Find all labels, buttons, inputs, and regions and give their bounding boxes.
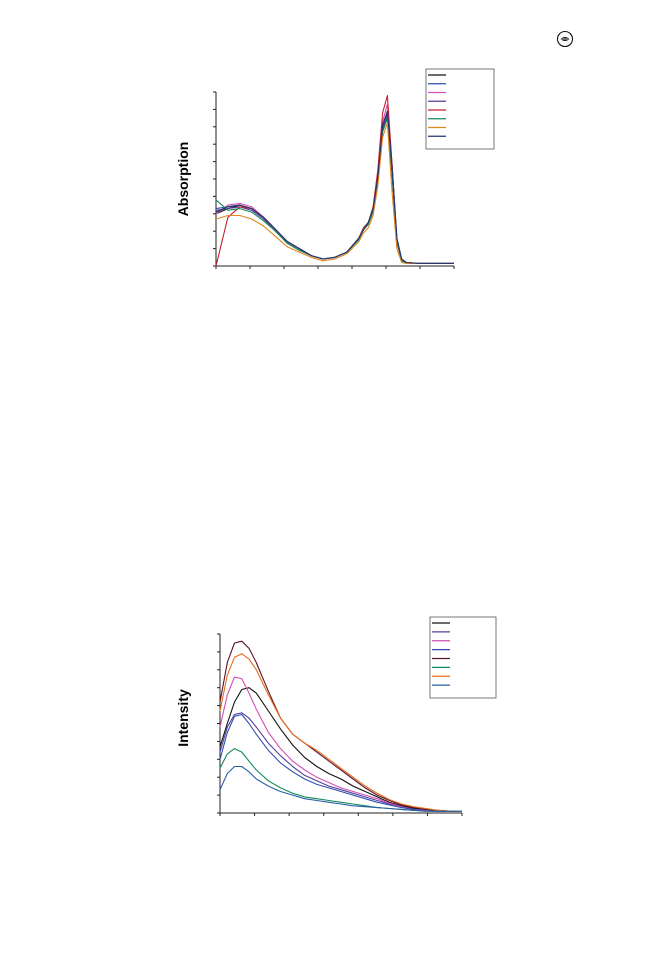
absorption-chart: Absorption: [175, 68, 495, 269]
series-line: [215, 115, 454, 264]
legend-box: [429, 616, 497, 699]
series-line: [219, 712, 462, 812]
series-line: [219, 687, 462, 812]
series-line: [215, 122, 454, 264]
series-line: [215, 114, 454, 264]
y-axis-label: Absorption: [175, 142, 191, 217]
series-line: [215, 117, 454, 264]
series-line: [219, 653, 462, 812]
series-line: [215, 94, 454, 267]
series-line: [219, 640, 462, 812]
series-line: [219, 748, 462, 812]
legend-box: [425, 68, 495, 150]
y-axis-label: Intensity: [175, 689, 191, 747]
intensity-chart: Intensity: [175, 616, 497, 816]
publisher-logo-icon: [556, 30, 574, 48]
series-line: [215, 110, 454, 264]
series-line: [215, 103, 454, 264]
series-line: [219, 713, 462, 812]
series-line: [215, 112, 454, 264]
series-line: [219, 765, 462, 812]
